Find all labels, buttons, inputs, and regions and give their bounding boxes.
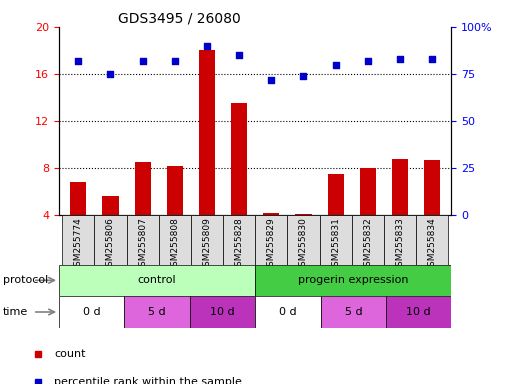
Bar [134,162,151,262]
Bar [167,166,183,262]
Bar [190,296,255,328]
Point [331,61,340,68]
Text: GDS3495 / 26080: GDS3495 / 26080 [118,12,241,26]
Bar [59,296,124,328]
Text: GSM255806: GSM255806 [106,217,115,272]
Text: 5 d: 5 d [148,307,166,317]
Bar [159,215,191,265]
Text: 0 d: 0 d [83,307,101,317]
Bar [295,214,311,262]
Text: GSM255808: GSM255808 [170,217,180,272]
Bar [255,296,321,328]
Bar [255,215,287,265]
Bar [287,215,320,265]
Bar [424,160,440,262]
Text: GSM255828: GSM255828 [234,217,244,272]
Point [203,43,211,49]
Bar [321,296,386,328]
Text: GSM255807: GSM255807 [138,217,147,272]
Bar [127,215,159,265]
Bar [263,213,280,262]
Point [428,56,436,62]
Point [139,58,147,64]
Bar [124,296,190,328]
Bar [191,215,223,265]
Text: GSM255829: GSM255829 [267,217,276,272]
Point [267,76,275,83]
Text: GSM255832: GSM255832 [363,217,372,272]
Bar [223,215,255,265]
Point [106,71,114,77]
Bar [231,103,247,262]
Point [396,56,404,62]
Bar [255,265,451,296]
Text: protocol: protocol [3,275,48,285]
Text: GSM255809: GSM255809 [203,217,211,272]
Text: 5 d: 5 d [345,307,362,317]
Bar [416,215,448,265]
Text: 10 d: 10 d [210,307,235,317]
Bar [103,196,119,262]
Bar [328,174,344,262]
Text: GSM255830: GSM255830 [299,217,308,272]
Bar [62,215,94,265]
Text: GSM255834: GSM255834 [428,217,437,272]
Bar [384,215,416,265]
Text: GSM255831: GSM255831 [331,217,340,272]
Bar [199,50,215,262]
Text: control: control [138,275,176,285]
Text: time: time [3,307,28,317]
Text: count: count [54,349,86,359]
Bar [392,159,408,262]
Bar [386,296,451,328]
Text: percentile rank within the sample: percentile rank within the sample [54,377,242,384]
Bar [59,265,255,296]
Text: 10 d: 10 d [406,307,431,317]
Bar [94,215,127,265]
Bar [352,215,384,265]
Text: progerin expression: progerin expression [298,275,408,285]
Text: 0 d: 0 d [279,307,297,317]
Point [364,58,372,64]
Point [74,58,83,64]
Bar [70,182,86,262]
Point [300,73,308,79]
Point [171,58,179,64]
Bar [320,215,352,265]
Text: GSM255833: GSM255833 [396,217,404,272]
Point [235,52,243,58]
Bar [360,168,376,262]
Text: GSM255774: GSM255774 [74,217,83,272]
